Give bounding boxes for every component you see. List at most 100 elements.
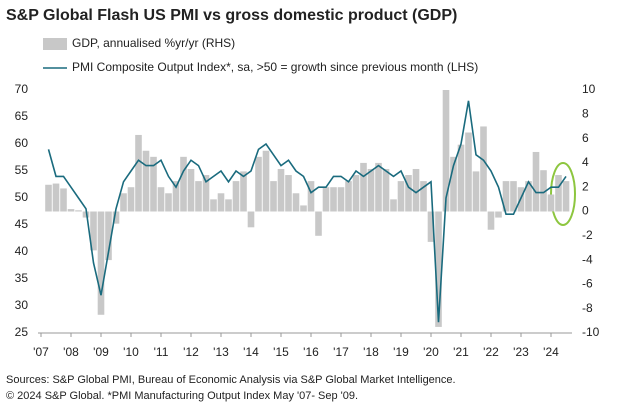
footnote: Sources: S&P Global PMI, Bureau of Econo… — [6, 374, 456, 386]
bar — [105, 211, 112, 261]
y2-tick-label: 6 — [582, 131, 589, 145]
bar — [67, 209, 75, 212]
bar — [360, 162, 367, 212]
bar — [150, 156, 157, 212]
x-tick-label: '16 — [303, 345, 319, 359]
y-tick-label: 55 — [15, 163, 29, 177]
highlight-ellipse — [550, 162, 576, 226]
bar — [367, 168, 375, 212]
x-tick-label: '14 — [243, 345, 259, 359]
bar — [352, 175, 360, 212]
bar — [450, 156, 457, 212]
bar — [172, 181, 180, 212]
x-tick-label: '15 — [273, 345, 289, 359]
y-tick-label: 70 — [15, 82, 29, 96]
bar — [390, 199, 397, 212]
bar — [277, 168, 285, 212]
y2-tick-label: -6 — [582, 277, 593, 291]
bar — [442, 90, 450, 212]
bar — [532, 151, 540, 212]
bar — [165, 193, 172, 212]
bar — [135, 134, 142, 212]
bar — [232, 181, 240, 212]
bar — [142, 150, 150, 212]
x-tick-label: '22 — [483, 345, 499, 359]
bar — [90, 211, 97, 251]
y2-tick-label: -10 — [582, 325, 600, 339]
y2-tick-label: -4 — [582, 252, 593, 266]
bar — [472, 171, 480, 212]
legend-swatch — [43, 38, 67, 50]
x-tick-label: '18 — [363, 345, 379, 359]
bar — [487, 211, 495, 230]
x-tick-label: '10 — [123, 345, 139, 359]
bar — [502, 181, 510, 212]
bar — [375, 162, 382, 212]
bar — [397, 181, 405, 212]
x-tick-label: '13 — [213, 345, 229, 359]
x-tick-label: '08 — [63, 345, 79, 359]
bar — [315, 211, 322, 236]
y-tick-label: 35 — [15, 271, 29, 285]
x-tick-label: '07 — [33, 345, 49, 359]
bar — [180, 156, 187, 212]
legend-label: PMI Composite Output Index*, sa, >50 = g… — [72, 60, 478, 74]
x-tick-label: '12 — [183, 345, 199, 359]
bar — [322, 187, 330, 212]
y-tick-label: 60 — [15, 136, 29, 150]
y2-tick-label: 10 — [582, 82, 596, 96]
y-tick-label: 25 — [15, 325, 29, 339]
bar — [457, 144, 465, 212]
bar — [210, 199, 217, 212]
bar — [555, 175, 562, 212]
bar — [247, 211, 255, 228]
bar — [270, 181, 277, 212]
bar — [112, 211, 120, 224]
y2-tick-label: 2 — [582, 179, 589, 193]
bar — [127, 187, 135, 212]
bar — [420, 181, 427, 212]
y-tick-label: 40 — [15, 244, 29, 258]
bar — [510, 181, 517, 212]
bar — [435, 211, 442, 327]
bar — [255, 156, 262, 212]
bar — [157, 187, 165, 212]
bar — [217, 193, 225, 212]
bar — [337, 187, 345, 212]
bar — [427, 211, 435, 242]
x-tick-label: '19 — [393, 345, 409, 359]
bar — [495, 211, 502, 218]
x-tick-label: '20 — [423, 345, 439, 359]
bar — [307, 181, 315, 212]
bar — [465, 132, 472, 212]
y-tick-label: 65 — [15, 109, 29, 123]
bar — [382, 168, 390, 212]
x-tick-label: '09 — [93, 345, 109, 359]
bar — [45, 184, 52, 212]
x-tick-label: '11 — [154, 345, 169, 359]
x-tick-label: '23 — [513, 345, 529, 359]
bar — [292, 193, 300, 212]
bar — [285, 175, 292, 212]
x-tick-label: '17 — [333, 345, 349, 359]
bar — [300, 205, 307, 212]
bar — [262, 150, 270, 212]
bar — [525, 181, 532, 212]
y2-tick-label: -2 — [582, 228, 593, 242]
bar — [202, 175, 210, 212]
legend-label: GDP, annualised %yr/yr (RHS) — [72, 36, 235, 50]
y2-tick-label: 4 — [582, 155, 589, 169]
bar — [540, 170, 547, 212]
x-tick-label: '24 — [543, 345, 559, 359]
bar — [97, 211, 105, 315]
bar — [187, 168, 195, 212]
bar — [345, 181, 352, 212]
bar — [75, 210, 82, 212]
x-tick-label: '21 — [453, 345, 469, 359]
bar — [562, 181, 570, 212]
footnote: © 2024 S&P Global. *PMI Manufacturing Ou… — [6, 390, 358, 402]
y-tick-label: 50 — [15, 190, 29, 204]
bar — [547, 194, 555, 212]
bar — [405, 175, 412, 212]
